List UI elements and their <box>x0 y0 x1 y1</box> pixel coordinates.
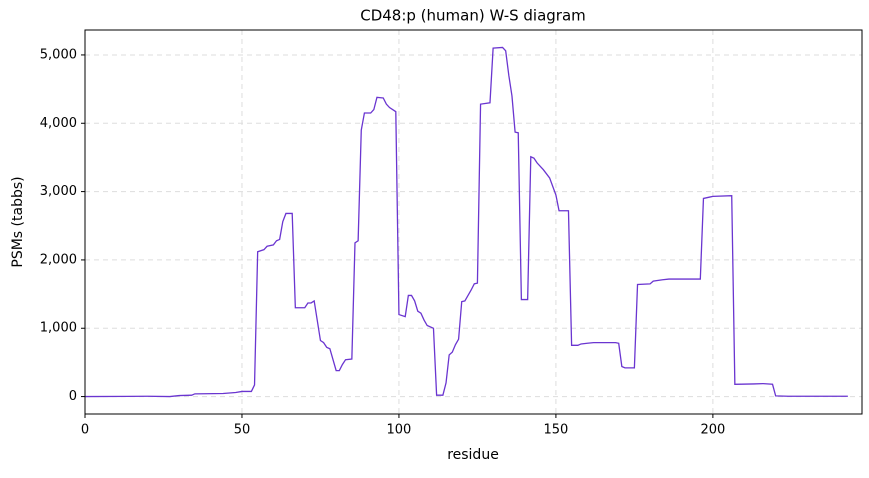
x-tick-label: 200 <box>700 423 725 438</box>
y-tick-label: 2,000 <box>40 252 77 267</box>
x-tick-label: 50 <box>234 423 251 438</box>
y-tick-label: 0 <box>69 389 77 404</box>
y-tick-label: 1,000 <box>40 321 77 336</box>
y-tick-label: 5,000 <box>40 47 77 62</box>
y-tick-label: 3,000 <box>40 184 77 199</box>
x-tick-label: 150 <box>543 423 568 438</box>
y-axis-label: PSMs (tabbs) <box>10 176 26 267</box>
chart-title: CD48:p (human) W-S diagram <box>360 7 586 25</box>
x-tick-label: 0 <box>81 423 89 438</box>
x-axis-label: residue <box>447 447 499 463</box>
plot-frame <box>84 29 863 415</box>
y-tick-label: 4,000 <box>40 116 77 131</box>
x-tick-label: 100 <box>387 423 412 438</box>
data-line <box>84 46 848 398</box>
